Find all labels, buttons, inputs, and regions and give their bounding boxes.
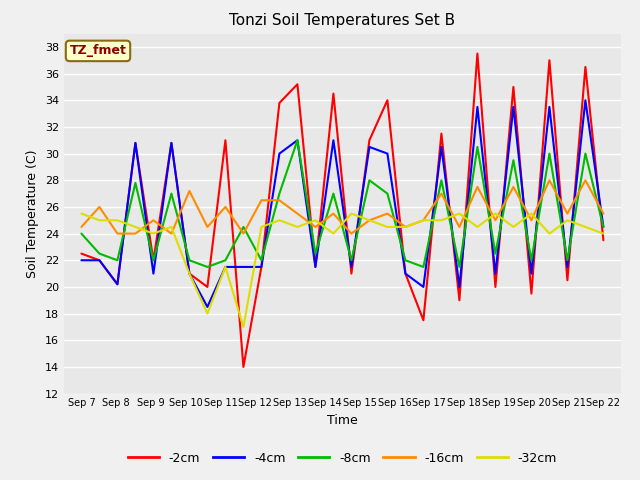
- Y-axis label: Soil Temperature (C): Soil Temperature (C): [26, 149, 39, 278]
- X-axis label: Time: Time: [327, 414, 358, 427]
- Legend: -2cm, -4cm, -8cm, -16cm, -32cm: -2cm, -4cm, -8cm, -16cm, -32cm: [123, 447, 562, 469]
- Title: Tonzi Soil Temperatures Set B: Tonzi Soil Temperatures Set B: [229, 13, 456, 28]
- Text: TZ_fmet: TZ_fmet: [70, 44, 127, 58]
